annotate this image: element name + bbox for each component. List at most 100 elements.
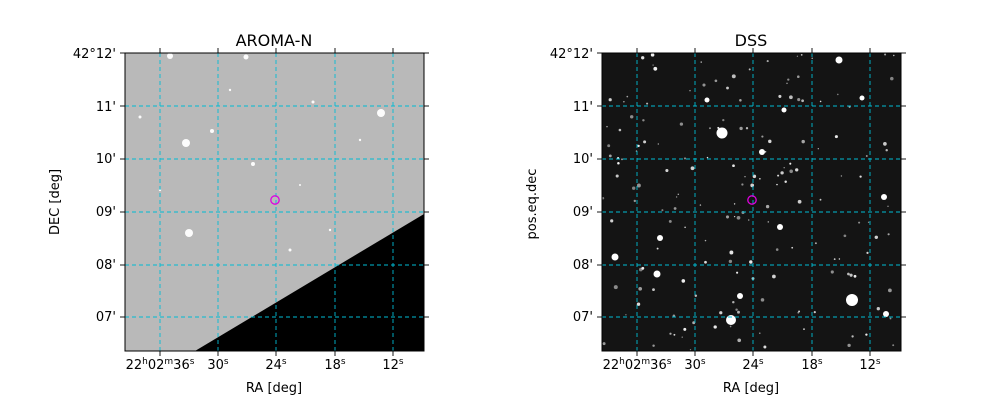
star <box>840 175 843 177</box>
star <box>673 333 676 336</box>
star <box>787 78 790 81</box>
star <box>733 215 736 218</box>
star <box>681 279 686 283</box>
star <box>641 266 645 270</box>
star <box>611 253 619 261</box>
star <box>613 285 618 290</box>
star <box>759 149 765 155</box>
star <box>732 164 735 168</box>
star <box>772 274 776 279</box>
star <box>846 294 858 306</box>
x-tick-label: 24s <box>742 357 764 373</box>
star <box>726 315 736 325</box>
star <box>653 270 661 278</box>
star <box>760 298 765 302</box>
star <box>377 109 385 117</box>
star <box>661 209 664 212</box>
star <box>713 325 717 329</box>
star <box>629 115 634 119</box>
x-tick-label: 30s <box>684 357 706 373</box>
star <box>608 154 612 158</box>
star <box>741 210 745 215</box>
y-tick-label: 07' <box>573 310 593 325</box>
star <box>681 336 683 338</box>
axes-frame <box>601 52 902 352</box>
y-tick-label: 11' <box>96 100 116 115</box>
star <box>834 135 838 139</box>
star <box>182 139 190 147</box>
star <box>800 54 803 56</box>
y-tick-labels: 42°12' 11' 10' 09' 08' 07' <box>73 47 116 325</box>
panel-aroma-n: AROMA-N 42°12' 11' 10' 09' 08' 07' 22h02… <box>48 31 429 396</box>
star <box>801 99 804 103</box>
y-tick-label: 09' <box>96 205 116 220</box>
target-circle-icon <box>270 195 280 205</box>
star <box>768 139 772 144</box>
star <box>636 302 641 306</box>
star <box>736 271 739 274</box>
star <box>615 174 619 178</box>
star <box>892 344 895 347</box>
star <box>716 127 728 139</box>
star <box>602 196 605 200</box>
star <box>836 93 839 96</box>
y-tick-label: 11' <box>573 100 593 115</box>
x-tick-label: 22h02m36s <box>603 357 672 373</box>
star <box>814 242 817 245</box>
star <box>803 328 805 330</box>
x-tick-label: 12s <box>859 357 881 373</box>
coordinate-grid <box>120 48 429 356</box>
y-tick-label: 08' <box>96 258 116 273</box>
star <box>747 219 750 221</box>
star <box>817 148 819 150</box>
star <box>786 82 788 85</box>
star <box>797 311 800 314</box>
y-tick-label: 42°12' <box>73 47 116 62</box>
star <box>288 248 292 252</box>
star <box>798 310 801 313</box>
star <box>729 325 732 328</box>
star <box>714 79 718 83</box>
star <box>675 196 678 198</box>
star <box>626 95 629 98</box>
star <box>851 335 854 338</box>
y-tick-label: 09' <box>573 205 593 220</box>
star <box>749 260 753 264</box>
star <box>819 198 822 201</box>
star <box>835 56 843 64</box>
star <box>893 54 895 57</box>
star <box>884 53 887 56</box>
star <box>665 168 669 173</box>
star <box>883 311 889 317</box>
star <box>763 345 767 349</box>
x-tick-labels: 22h02m36s 30s 24s 18s 12s <box>126 357 404 373</box>
star <box>694 294 698 298</box>
star <box>683 157 687 160</box>
star <box>610 219 614 223</box>
star <box>797 199 802 204</box>
star <box>243 54 249 60</box>
star <box>689 89 691 92</box>
star <box>606 125 608 128</box>
star <box>652 288 655 291</box>
star <box>776 183 778 186</box>
star <box>767 221 770 223</box>
star <box>652 344 655 347</box>
star <box>843 234 847 238</box>
star <box>728 259 733 264</box>
star <box>833 258 836 260</box>
star <box>761 135 764 138</box>
star <box>656 247 659 250</box>
star <box>853 274 857 278</box>
star <box>866 251 869 254</box>
star <box>775 248 779 251</box>
star <box>700 61 702 63</box>
star <box>737 338 742 343</box>
star <box>692 321 696 325</box>
star <box>887 233 890 236</box>
star <box>735 308 738 311</box>
star <box>789 169 793 174</box>
star <box>672 314 676 317</box>
star <box>602 342 606 346</box>
star <box>617 161 620 165</box>
